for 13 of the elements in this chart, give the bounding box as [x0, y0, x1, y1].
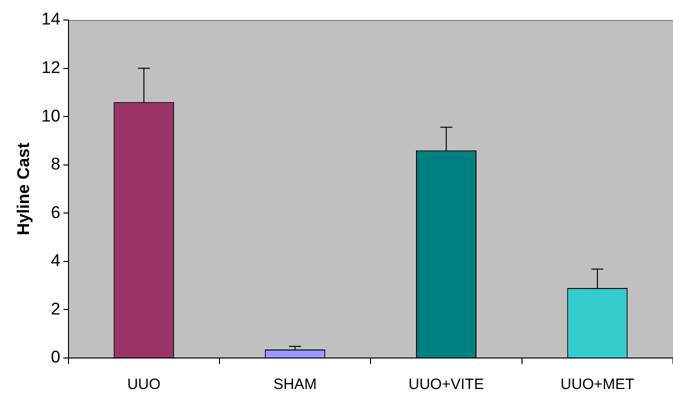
x-tick-label: UUO+MET — [560, 376, 634, 394]
y-tick-label: 12 — [41, 58, 60, 77]
x-tick-label: UUO+VITE — [408, 376, 484, 394]
y-tick-label: 8 — [50, 154, 60, 174]
y-tick-label: 2 — [50, 299, 60, 318]
y-tick-label: 10 — [41, 106, 60, 126]
y-tick-label: 0 — [50, 348, 60, 367]
y-axis-title: Hyline Cast — [14, 142, 33, 236]
x-tick-label: SHAM — [273, 376, 317, 394]
x-tick-label: UUO — [127, 376, 161, 394]
y-tick-label: 14 — [41, 10, 60, 29]
y-tick-label: 6 — [50, 202, 60, 222]
y-tick-label: 4 — [50, 251, 60, 270]
